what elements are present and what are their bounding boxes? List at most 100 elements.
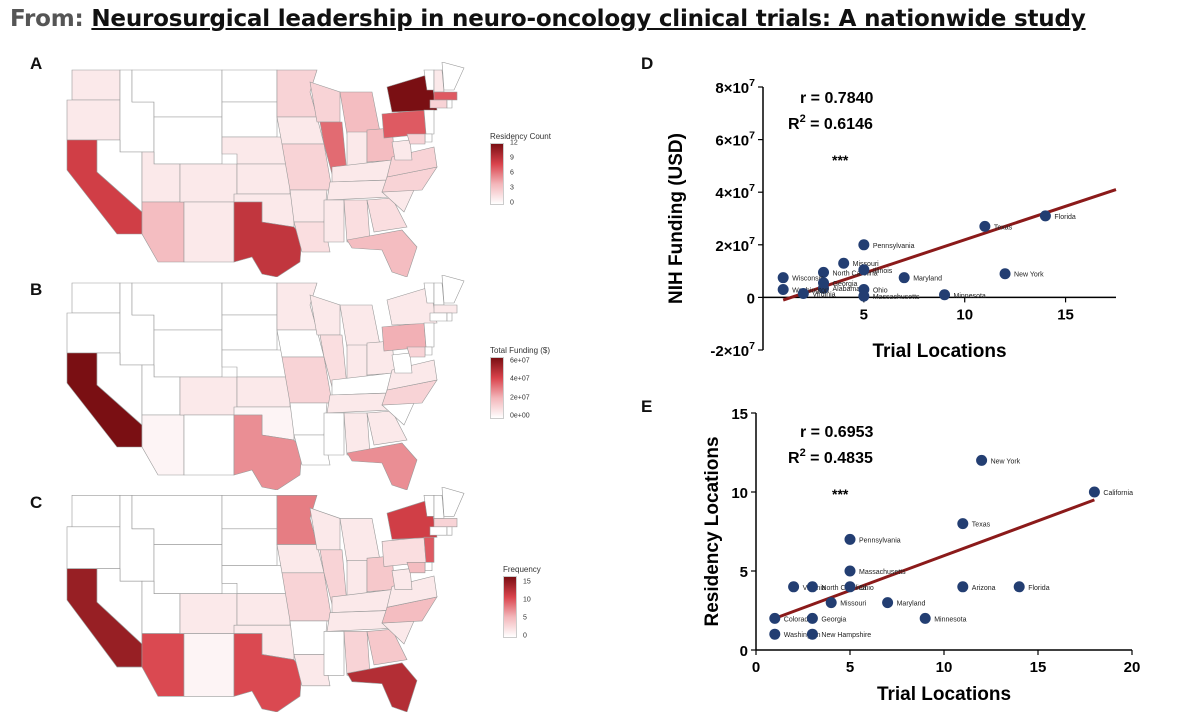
state-nm <box>183 201 235 263</box>
state-tx <box>233 414 303 490</box>
legend-residency-count: Residency Count 12 9 6 3 0 <box>490 132 551 207</box>
point-label: Missouri <box>840 601 867 608</box>
state-nm <box>183 633 235 697</box>
x-axis-label: Trial Locations <box>872 341 1006 362</box>
state-nh <box>433 69 445 93</box>
state-fl <box>346 442 418 490</box>
data-point <box>957 518 969 530</box>
data-point <box>1013 581 1025 593</box>
y-tick-exponent: 7 <box>749 130 755 142</box>
state-ks <box>236 593 291 626</box>
state-mi <box>339 91 381 135</box>
legend-tick: 6 <box>509 169 514 177</box>
state-de <box>424 562 433 572</box>
state-me <box>441 62 465 91</box>
state-wy <box>153 329 223 378</box>
point-label: California <box>1103 490 1133 497</box>
y-tick-label: 0 <box>747 290 755 307</box>
state-sd <box>221 101 278 138</box>
state-ri <box>446 312 453 322</box>
point-label: Florida <box>1054 214 1076 221</box>
x-tick-label: 20 <box>1124 659 1141 676</box>
state-nd <box>221 282 278 316</box>
y-tick-label: 4×107 <box>715 182 755 202</box>
header-prefix: From: <box>10 6 84 32</box>
point-label: New York <box>991 458 1021 465</box>
y-tick-label: 5 <box>740 564 748 581</box>
y-tick-exponent: 7 <box>749 340 755 352</box>
state-nm <box>183 414 235 476</box>
state-sd <box>221 528 278 566</box>
data-point <box>806 628 818 640</box>
point-label: New York <box>1014 272 1044 279</box>
state-ga <box>366 410 408 446</box>
state-wa <box>71 495 121 528</box>
state-ma <box>433 91 458 101</box>
data-point <box>769 612 781 624</box>
data-point <box>788 581 800 593</box>
r-squared-value: = 0.4835 <box>806 450 873 467</box>
legend-tick: 4e+07 <box>509 375 530 383</box>
state-mo <box>281 356 333 404</box>
state-al <box>343 199 371 243</box>
state-ar <box>289 189 328 223</box>
data-point <box>818 266 830 278</box>
data-point <box>858 290 870 302</box>
legend-title: Frequency <box>503 565 541 574</box>
data-point <box>1088 486 1100 498</box>
state-or <box>66 99 121 141</box>
point-label: Georgia <box>821 616 846 623</box>
state-ne <box>221 349 288 378</box>
state-la <box>293 434 331 466</box>
legend-tick: 5 <box>522 614 527 622</box>
state-nj <box>423 536 435 563</box>
legend-tick: 10 <box>522 596 531 604</box>
y-tick-exponent: 7 <box>749 182 755 194</box>
data-point <box>769 628 781 640</box>
legend-colorbar <box>490 143 504 205</box>
legend-tick: 2e+07 <box>509 394 530 402</box>
state-me <box>441 275 465 304</box>
correlation-r: r = 0.6953 <box>800 424 874 441</box>
point-label: Pennsylvania <box>873 243 915 250</box>
point-label: Illinois <box>873 268 893 275</box>
legend-colorbar <box>490 357 504 419</box>
state-ne <box>221 136 288 165</box>
panel-label-e: E <box>641 397 653 416</box>
state-md <box>406 133 426 145</box>
state-md <box>406 346 426 358</box>
data-point <box>806 581 818 593</box>
panel-label-b: B <box>30 280 43 299</box>
point-label: Wisconsin <box>792 276 824 283</box>
data-point <box>825 597 837 609</box>
state-wv <box>391 568 413 590</box>
data-point <box>844 533 856 545</box>
state-wy <box>153 116 223 165</box>
legend-title: Total Funding ($) <box>490 346 551 355</box>
y-tick-label: 8×107 <box>715 77 755 97</box>
x-tick-label: 0 <box>752 659 760 676</box>
y-axis-label: NIH Funding (USD) <box>666 133 687 304</box>
scatter-chart-residency-locations: 0 5 10 15 0 5 10 15 20 Trial Locations Residency L… <box>702 406 1141 705</box>
x-tick-label: 15 <box>1030 659 1047 676</box>
point-label: Ohio <box>859 585 874 592</box>
data-point <box>858 264 870 276</box>
state-la <box>293 221 331 253</box>
legend-frequency: Frequency 15 10 5 0 <box>503 565 549 640</box>
state-nj <box>423 322 435 348</box>
article-title-link[interactable]: Neurosurgical leadership in neuro-oncolo… <box>91 6 1086 32</box>
state-nh <box>433 282 445 306</box>
point-label: Arizona <box>972 585 996 592</box>
state-ma <box>433 518 458 528</box>
data-point <box>858 239 870 251</box>
state-tn <box>326 610 393 632</box>
state-tx <box>233 633 303 712</box>
data-point <box>806 612 818 624</box>
state-or <box>66 526 121 569</box>
legend-ticks: 12 9 6 3 0 <box>506 140 536 207</box>
data-point <box>979 220 991 232</box>
legend-tick: 3 <box>509 184 514 192</box>
state-az <box>141 633 185 697</box>
state-mn <box>276 282 318 331</box>
state-va <box>386 146 438 178</box>
